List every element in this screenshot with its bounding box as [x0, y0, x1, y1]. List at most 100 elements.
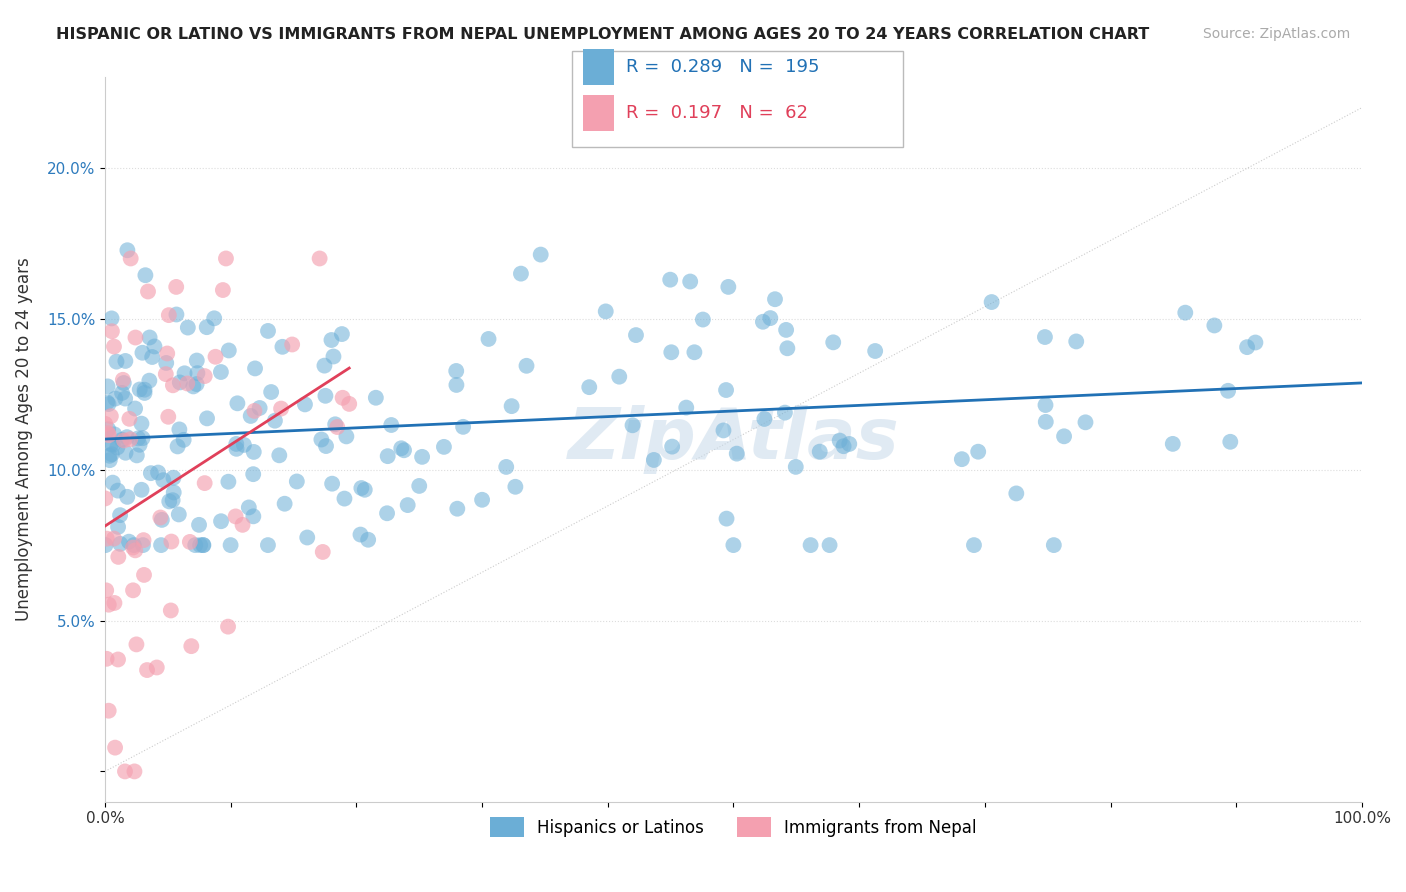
- Point: [232, 517, 254, 532]
- Point: [311, 433, 333, 447]
- Point: [396, 498, 419, 512]
- Point: [155, 356, 177, 370]
- Point: [186, 366, 208, 380]
- Point: [180, 639, 202, 653]
- Point: [94, 491, 117, 506]
- Point: [754, 412, 776, 426]
- Point: [1204, 318, 1226, 333]
- Point: [364, 391, 387, 405]
- Point: [173, 367, 195, 381]
- Point: [257, 538, 280, 552]
- Point: [242, 509, 264, 524]
- Point: [97, 422, 120, 436]
- Point: [444, 364, 467, 378]
- Point: [195, 320, 218, 334]
- Point: [97, 428, 120, 442]
- Point: [188, 538, 211, 552]
- Point: [186, 353, 208, 368]
- Point: [100, 311, 122, 326]
- Point: [114, 764, 136, 779]
- Point: [150, 538, 173, 552]
- Point: [321, 476, 343, 491]
- Point: [101, 438, 124, 452]
- Point: [433, 440, 456, 454]
- Point: [446, 501, 468, 516]
- Point: [100, 409, 122, 424]
- Point: [515, 359, 537, 373]
- Point: [114, 392, 136, 406]
- Point: [183, 379, 205, 393]
- Point: [193, 538, 215, 552]
- Point: [96, 532, 118, 546]
- Point: [285, 475, 308, 489]
- Point: [863, 343, 886, 358]
- Point: [713, 424, 735, 438]
- Point: [353, 483, 375, 497]
- Point: [350, 481, 373, 495]
- Point: [156, 346, 179, 360]
- Point: [117, 244, 139, 258]
- Point: [838, 437, 860, 451]
- Point: [335, 429, 357, 443]
- Point: [314, 389, 336, 403]
- Point: [714, 383, 737, 397]
- Point: [260, 384, 283, 399]
- Point: [659, 273, 682, 287]
- Point: [294, 397, 316, 411]
- Point: [773, 406, 796, 420]
- Point: [103, 339, 125, 353]
- Point: [136, 285, 159, 299]
- Text: ZipAtlas: ZipAtlas: [568, 405, 900, 474]
- Point: [134, 386, 156, 401]
- Point: [103, 427, 125, 442]
- Point: [125, 637, 148, 651]
- Point: [1064, 334, 1087, 349]
- Point: [389, 442, 412, 456]
- Point: [157, 409, 180, 424]
- Point: [104, 392, 127, 406]
- Text: Source: ZipAtlas.com: Source: ZipAtlas.com: [1202, 27, 1350, 41]
- Point: [225, 442, 247, 456]
- Point: [122, 538, 145, 552]
- Point: [1161, 437, 1184, 451]
- Point: [281, 337, 304, 351]
- Point: [1216, 384, 1239, 398]
- Point: [776, 341, 799, 355]
- Point: [134, 268, 156, 283]
- Point: [101, 475, 124, 490]
- Point: [98, 453, 121, 467]
- Point: [315, 439, 337, 453]
- Point: [219, 538, 242, 552]
- Point: [683, 345, 706, 359]
- Point: [377, 449, 399, 463]
- Point: [125, 449, 148, 463]
- Point: [138, 374, 160, 388]
- Point: [323, 417, 346, 432]
- Point: [679, 275, 702, 289]
- Point: [169, 422, 191, 436]
- Point: [308, 252, 330, 266]
- Point: [150, 513, 173, 527]
- Point: [115, 430, 138, 444]
- Point: [242, 467, 264, 482]
- Point: [249, 401, 271, 415]
- Point: [202, 311, 225, 326]
- Point: [471, 492, 494, 507]
- Point: [408, 479, 430, 493]
- Point: [239, 409, 262, 423]
- Point: [132, 568, 155, 582]
- Point: [204, 350, 226, 364]
- Point: [1053, 429, 1076, 443]
- Point: [643, 453, 665, 467]
- Point: [380, 417, 402, 432]
- Point: [375, 506, 398, 520]
- Point: [1035, 398, 1057, 412]
- Text: HISPANIC OR LATINO VS IMMIGRANTS FROM NEPAL UNEMPLOYMENT AMONG AGES 20 TO 24 YEA: HISPANIC OR LATINO VS IMMIGRANTS FROM NE…: [56, 27, 1150, 42]
- Point: [270, 401, 292, 416]
- Point: [269, 448, 291, 462]
- Legend: Hispanics or Latinos, Immigrants from Nepal: Hispanics or Latinos, Immigrants from Ne…: [484, 810, 983, 844]
- Point: [578, 380, 600, 394]
- Point: [330, 327, 353, 342]
- Point: [107, 483, 129, 498]
- Point: [716, 511, 738, 525]
